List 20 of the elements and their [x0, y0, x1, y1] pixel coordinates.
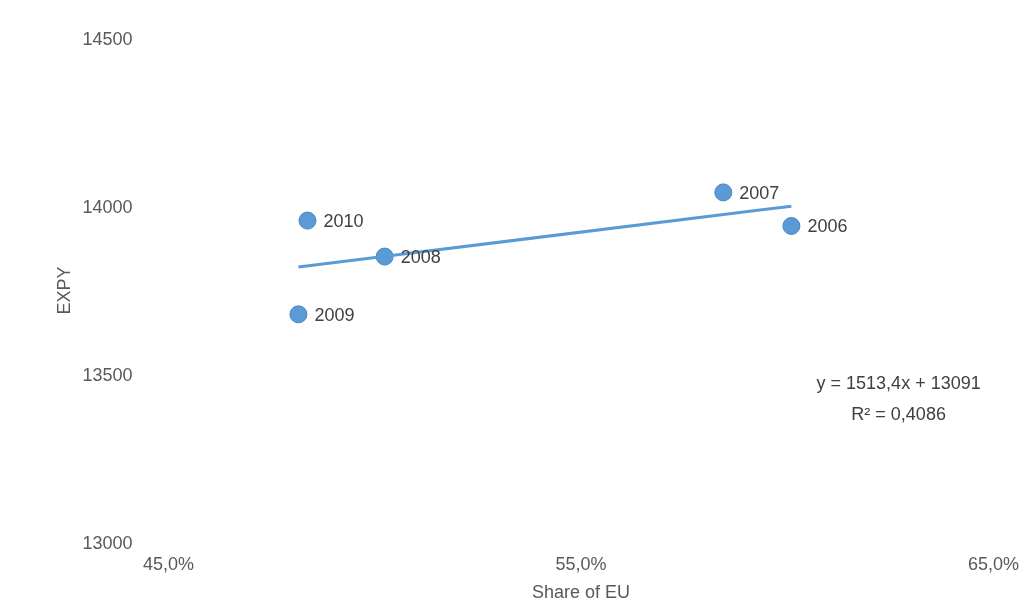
- annotation: 2007: [739, 182, 780, 203]
- x-axis-title: Share of EU: [531, 581, 631, 602]
- point: [289, 305, 308, 324]
- annotation: y = 1513,4x + 13091: [816, 373, 981, 394]
- y-tick-label: 13000: [82, 533, 133, 553]
- annotation: R² = 0,4086: [851, 404, 946, 425]
- y-tick-label: 14000: [82, 197, 133, 217]
- point: [298, 211, 317, 230]
- annotation: 2010: [323, 211, 364, 232]
- y-axis-title: EXPY: [54, 266, 75, 315]
- annotation: 2006: [807, 216, 848, 237]
- annotation: 2008: [400, 247, 441, 268]
- point: [782, 217, 801, 235]
- annotation: 2009: [314, 304, 355, 325]
- point: [714, 183, 733, 202]
- x-tick-label: 45,0%: [142, 553, 195, 574]
- y-tick-label: 13500: [82, 365, 133, 385]
- y-tick-label: 14500: [82, 29, 133, 49]
- x-tick-label: 55,0%: [555, 553, 607, 574]
- x-tick-label: 65,0%: [967, 553, 1020, 574]
